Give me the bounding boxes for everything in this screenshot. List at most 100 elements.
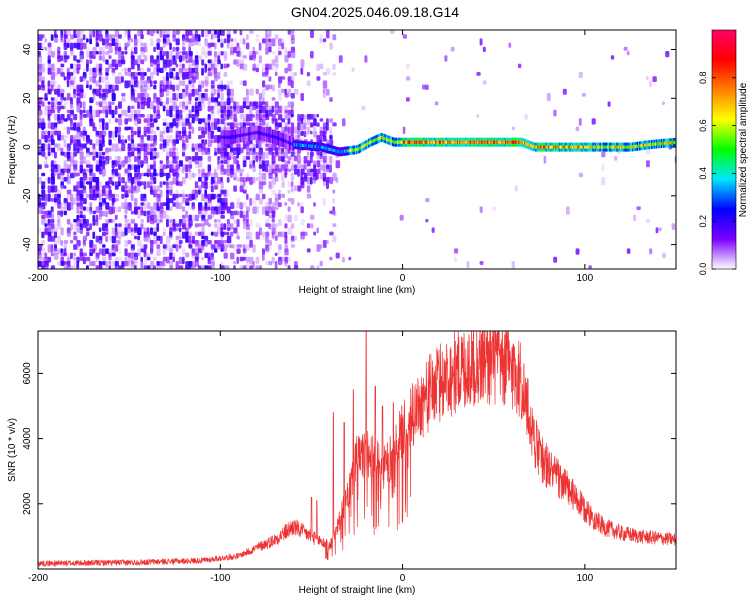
heatmap-cell xyxy=(95,101,100,106)
heatmap-cell xyxy=(130,210,134,215)
heatmap-ridge-core xyxy=(520,140,522,144)
heatmap-cell xyxy=(636,206,641,211)
heatmap-ridge-core xyxy=(647,143,650,147)
heatmap-cell xyxy=(108,84,113,90)
heatmap-ridge-core xyxy=(287,140,290,144)
heatmap-ridge-core xyxy=(374,138,376,142)
heatmap-cell xyxy=(322,177,327,182)
heatmap-cell xyxy=(284,151,288,159)
heatmap-ridge-core xyxy=(353,148,356,152)
heatmap-ridge-core xyxy=(424,140,426,144)
heatmap-cell xyxy=(169,59,173,67)
heatmap-cell xyxy=(242,55,247,59)
heatmap-cell xyxy=(649,248,653,255)
heatmap-cell xyxy=(175,168,179,174)
heatmap-cell xyxy=(281,126,285,132)
heatmap-cell xyxy=(124,214,128,219)
heatmap-cell xyxy=(124,219,129,223)
heatmap-cell xyxy=(210,248,214,252)
heatmap-ridge-core xyxy=(659,142,662,146)
heatmap-ridge-core xyxy=(312,144,315,148)
heatmap-cell xyxy=(57,219,60,228)
heatmap-cell xyxy=(86,139,89,145)
heatmap-cell xyxy=(118,240,121,245)
heatmap-cell xyxy=(271,59,276,66)
heatmap-cell xyxy=(204,193,209,199)
heatmap-cell xyxy=(271,143,276,151)
heatmap-cell xyxy=(252,164,256,173)
heatmap-ridge-core xyxy=(311,144,314,148)
heatmap-cell xyxy=(191,67,196,74)
heatmap-cell xyxy=(249,240,253,248)
heatmap-ridge-core xyxy=(620,145,622,149)
heatmap-cell xyxy=(306,193,312,199)
heatmap-cell xyxy=(143,55,148,62)
heatmap-cell xyxy=(73,76,76,85)
heatmap-cell xyxy=(54,97,58,102)
heatmap-cell xyxy=(60,105,65,110)
heatmap-cell xyxy=(134,261,139,266)
heatmap-cell xyxy=(79,88,84,94)
heatmap-cell xyxy=(92,156,96,161)
heatmap-cell xyxy=(188,97,192,105)
heatmap-cell xyxy=(230,80,233,85)
heatmap-cell xyxy=(281,105,285,111)
heatmap-cell xyxy=(178,181,183,187)
heatmap-cell xyxy=(102,202,105,207)
heatmap-cell xyxy=(57,164,61,173)
heatmap-cell xyxy=(143,248,147,254)
heatmap-cell xyxy=(255,88,259,95)
heatmap-cell xyxy=(217,55,221,61)
heatmap-cell xyxy=(159,265,164,269)
heatmap-cell xyxy=(105,231,109,236)
heatmap-cell xyxy=(114,46,118,55)
heatmap-cell xyxy=(98,34,103,42)
heatmap-cell xyxy=(322,38,327,43)
heatmap-cell xyxy=(130,59,135,65)
heatmap-cell xyxy=(143,244,148,250)
heatmap-cell xyxy=(89,177,93,183)
heatmap-ridge-core xyxy=(479,140,482,144)
heatmap-cell xyxy=(201,214,206,222)
heatmap-cell xyxy=(118,248,121,254)
heatmap-cell xyxy=(217,59,221,65)
heatmap-cell xyxy=(194,72,199,80)
heatmap-cell xyxy=(178,130,182,135)
heatmap-ridge-core xyxy=(618,145,621,149)
heatmap-cell xyxy=(198,143,203,149)
heatmap-cell xyxy=(79,101,83,108)
heatmap-cell xyxy=(233,38,238,43)
heatmap-cell xyxy=(134,177,138,185)
heatmap-cell xyxy=(249,219,253,226)
heatmap-cell xyxy=(220,189,224,195)
heatmap-cell xyxy=(319,164,324,171)
heatmap-cell xyxy=(316,135,321,144)
heatmap-cell xyxy=(214,63,219,68)
heatmap-cell xyxy=(143,143,148,148)
heatmap-cell xyxy=(114,231,119,239)
heatmap-cell xyxy=(306,223,310,229)
heatmap-ridge-core xyxy=(555,145,557,149)
heatmap-cell xyxy=(124,193,129,198)
heatmap-ridge-core xyxy=(496,140,498,144)
heatmap-cell xyxy=(66,189,72,195)
heatmap-cell xyxy=(290,63,294,71)
heatmap-cell xyxy=(121,185,125,192)
heatmap-ridge-core xyxy=(568,145,570,149)
heatmap-ridge-core xyxy=(321,145,323,149)
heatmap-ridge-core xyxy=(544,145,546,149)
heatmap-cell xyxy=(223,38,227,44)
heatmap-cell xyxy=(210,30,215,36)
heatmap-cell xyxy=(655,227,659,234)
heatmap-cell xyxy=(252,177,256,184)
heatmap-cell xyxy=(153,231,157,237)
heatmap-cell xyxy=(140,51,145,57)
heatmap-ridge-core xyxy=(590,145,592,149)
heatmap-cell xyxy=(102,88,106,93)
heatmap-ridge-core xyxy=(275,136,278,140)
heatmap-ridge-core xyxy=(563,145,566,149)
heatmap-cell xyxy=(73,122,77,131)
heatmap-cell xyxy=(223,231,227,236)
heatmap-cell xyxy=(182,206,186,212)
heatmap-cell xyxy=(105,261,108,268)
